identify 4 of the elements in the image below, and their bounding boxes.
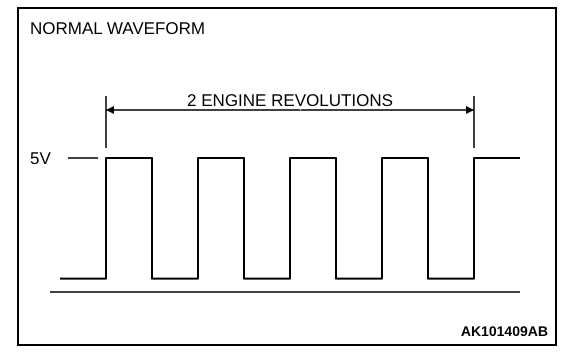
text: AK101409AB xyxy=(460,323,548,339)
chart-title: NORMAL WAVEFORM xyxy=(30,19,206,38)
text: 2 ENGINE REVOLUTIONS xyxy=(187,91,393,110)
ref-line-label: 5V xyxy=(30,149,52,168)
